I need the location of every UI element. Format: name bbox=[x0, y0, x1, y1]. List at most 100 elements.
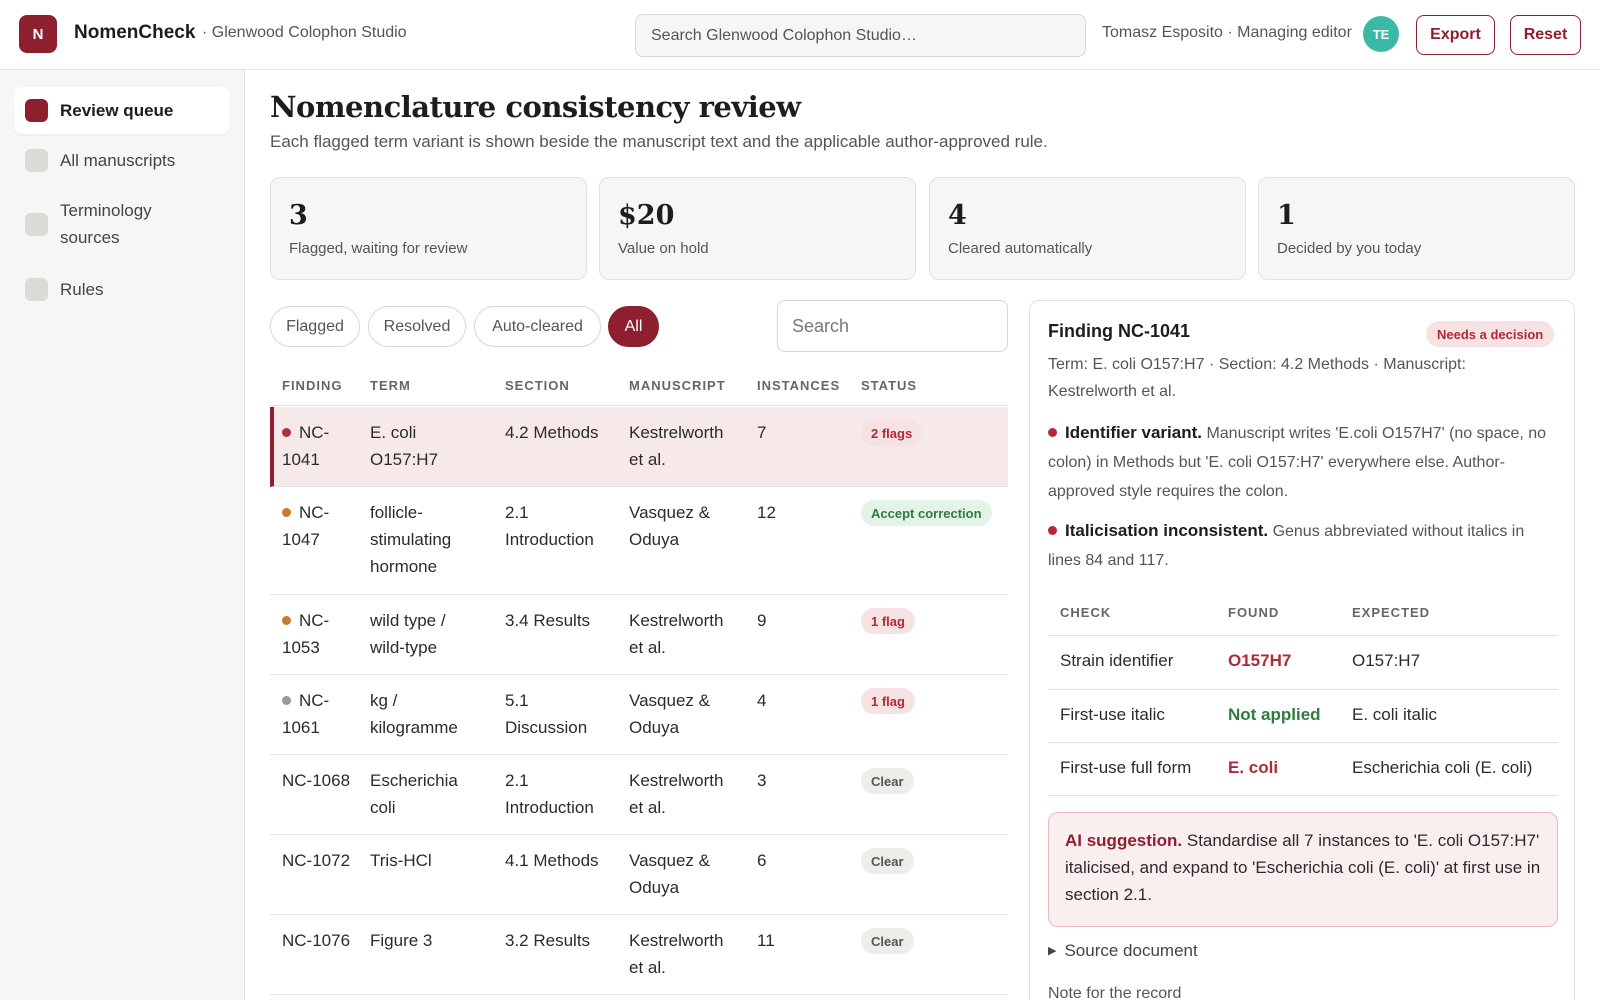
column-header-manuscript[interactable]: MANUSCRIPT bbox=[629, 378, 726, 393]
kpi-label: Decided by you today bbox=[1277, 240, 1422, 257]
row-instances: 3 bbox=[757, 771, 767, 790]
row-section: 3.2 Results bbox=[505, 931, 591, 950]
table-row[interactable]: NC-1053 wild type / wild-type 3.4 Result… bbox=[270, 595, 1008, 675]
check-row: First-use italic Not applied E. coli ita… bbox=[1048, 690, 1558, 743]
row-section: 2.1 Introduction bbox=[505, 771, 594, 817]
row-instances: 9 bbox=[757, 611, 767, 630]
row-instances: 7 bbox=[757, 423, 767, 442]
disclosure-triangle-icon: ▶ bbox=[1048, 945, 1057, 957]
check-expected: Escherichia coli (E. coli) bbox=[1352, 758, 1533, 777]
kpi-value: 1 bbox=[1277, 200, 1296, 231]
app-name: NomenCheck bbox=[74, 22, 196, 43]
kpi-card-decided: 1 Decided by you today bbox=[1258, 177, 1575, 280]
filter-flagged[interactable]: Flagged bbox=[270, 306, 360, 347]
sidebar-item-label: Terminology sources bbox=[60, 201, 152, 247]
row-term: wild type / wild-type bbox=[370, 611, 446, 657]
finding-title: Finding NC-1041 bbox=[1048, 321, 1191, 341]
row-section: 4.1 Methods bbox=[505, 851, 599, 870]
export-button[interactable]: Export bbox=[1416, 15, 1495, 55]
sidebar: Review queue All manuscripts Terminology… bbox=[0, 70, 245, 1000]
reset-button[interactable]: Reset bbox=[1510, 15, 1581, 55]
app-logo: N bbox=[19, 15, 57, 53]
check-name: First-use full form bbox=[1060, 758, 1192, 777]
row-instances: 12 bbox=[757, 503, 776, 522]
filter-auto-cleared[interactable]: Auto-cleared bbox=[474, 306, 601, 347]
table-row[interactable]: NC-1076 Figure 3 3.2 Results Kestrelwort… bbox=[270, 915, 1008, 995]
avatar[interactable]: TE bbox=[1363, 16, 1399, 52]
row-finding-id: NC-1076 bbox=[282, 931, 351, 950]
check-column-header: CHECK bbox=[1060, 605, 1112, 620]
kpi-label: Flagged, waiting for review bbox=[289, 240, 468, 257]
page-title: Nomenclature consistency review bbox=[270, 90, 801, 124]
row-section: 4.2 Methods bbox=[505, 423, 599, 442]
column-header-section[interactable]: SECTION bbox=[505, 378, 570, 393]
finding-meta: Term: E. coli O157:H7 · Section: 4.2 Met… bbox=[1048, 356, 1466, 400]
table-row[interactable]: NC-1041 E. coli O157:H7 4.2 Methods Kest… bbox=[270, 407, 1008, 487]
row-manuscript: Kestrelworth et al. bbox=[629, 931, 724, 977]
row-finding-id: NC-1061 bbox=[282, 691, 330, 737]
decision-status-badge: Needs a decision bbox=[1426, 321, 1555, 347]
check-row: Strain identifier O157H7 O157:H7 bbox=[1048, 636, 1558, 690]
row-finding-id: NC-1041 bbox=[282, 423, 330, 469]
table-row[interactable]: NC-1061 kg / kilogramme 5.1 Discussion V… bbox=[270, 675, 1008, 755]
finding-detail-panel: Finding NC-1041 Needs a decision Term: E… bbox=[1029, 300, 1575, 1000]
kpi-card-cleared: 4 Cleared automatically bbox=[929, 177, 1246, 280]
row-term: follicle-stimulating hormone bbox=[370, 503, 452, 576]
table-header-divider bbox=[270, 405, 1008, 406]
kpi-label: Cleared automatically bbox=[948, 240, 1093, 257]
table-row[interactable]: NC-1072 Tris-HCl 4.1 Methods Vasquez & O… bbox=[270, 835, 1008, 915]
finding-issue: Italicisation inconsistent. Genus abbrev… bbox=[1048, 521, 1525, 569]
row-section: 2.1 Introduction bbox=[505, 503, 594, 549]
row-manuscript: Kestrelworth et al. bbox=[629, 423, 724, 469]
row-section: 3.4 Results bbox=[505, 611, 591, 630]
row-term: E. coli O157:H7 bbox=[370, 423, 439, 469]
checks-header-divider bbox=[1048, 635, 1558, 636]
user-name: Tomasz Esposito · Managing editor bbox=[1102, 24, 1352, 41]
status-badge: 1 flag bbox=[861, 608, 915, 634]
kpi-value: 3 bbox=[289, 200, 308, 231]
row-instances: 4 bbox=[757, 691, 767, 710]
table-row[interactable]: NC-1047 follicle-stimulating hormone 2.1… bbox=[270, 487, 1008, 595]
kpi-card-flagged: 3 Flagged, waiting for review bbox=[270, 177, 587, 280]
row-term: Figure 3 bbox=[370, 931, 433, 950]
row-instances: 11 bbox=[757, 931, 775, 950]
severity-dot bbox=[282, 616, 291, 625]
sidebar-item-review-queue[interactable]: Review queue bbox=[14, 87, 230, 134]
row-instances: 6 bbox=[757, 851, 767, 870]
findings-search-input[interactable] bbox=[777, 300, 1008, 352]
severity-dot bbox=[282, 696, 291, 705]
check-expected: O157:H7 bbox=[1352, 651, 1421, 670]
manuscripts-icon bbox=[25, 149, 48, 172]
global-search-input[interactable] bbox=[635, 14, 1086, 57]
ai-suggestion-text: Standardise all 7 instances to 'E. coli … bbox=[1065, 831, 1541, 904]
row-finding-id: NC-1068 bbox=[282, 771, 351, 790]
row-finding-id: NC-1047 bbox=[282, 503, 330, 549]
column-header-finding[interactable]: FINDING bbox=[282, 378, 343, 393]
sidebar-item-terminology-sources[interactable]: Terminology sources bbox=[14, 192, 230, 256]
expected-column-header: EXPECTED bbox=[1352, 605, 1431, 620]
filter-all[interactable]: All bbox=[608, 306, 659, 347]
terminology-icon bbox=[25, 212, 48, 236]
filter-resolved[interactable]: Resolved bbox=[368, 306, 466, 347]
top-bar: N NomenCheck · Glenwood Colophon Studio … bbox=[0, 0, 1600, 70]
sidebar-item-rules[interactable]: Rules bbox=[14, 266, 230, 313]
sidebar-item-label: Rules bbox=[60, 280, 104, 299]
row-manuscript: Kestrelworth et al. bbox=[629, 611, 724, 657]
check-found: O157H7 bbox=[1228, 651, 1292, 670]
status-badge: Accept correction bbox=[861, 500, 992, 526]
row-term: Tris-HCl bbox=[370, 851, 432, 870]
column-header-instances[interactable]: INSTANCES bbox=[757, 378, 841, 393]
check-found: Not applied bbox=[1228, 705, 1321, 724]
row-term: Escherichia coli bbox=[370, 771, 458, 817]
column-header-term[interactable]: TERM bbox=[370, 378, 411, 393]
source-document-toggle[interactable]: ▶ Source document bbox=[1048, 941, 1198, 960]
kpi-value: 4 bbox=[948, 200, 967, 231]
found-column-header: FOUND bbox=[1228, 605, 1280, 620]
column-header-status[interactable]: STATUS bbox=[861, 378, 918, 393]
row-manuscript: Vasquez & Oduya bbox=[629, 503, 710, 549]
kpi-label: Value on hold bbox=[618, 240, 709, 257]
table-row[interactable]: NC-1068 Escherichia coli 2.1 Introductio… bbox=[270, 755, 1008, 835]
sidebar-item-all-manuscripts[interactable]: All manuscripts bbox=[14, 137, 230, 184]
row-finding-id: NC-1072 bbox=[282, 851, 351, 870]
kpi-card-value-on-hold: $20 Value on hold bbox=[599, 177, 916, 280]
